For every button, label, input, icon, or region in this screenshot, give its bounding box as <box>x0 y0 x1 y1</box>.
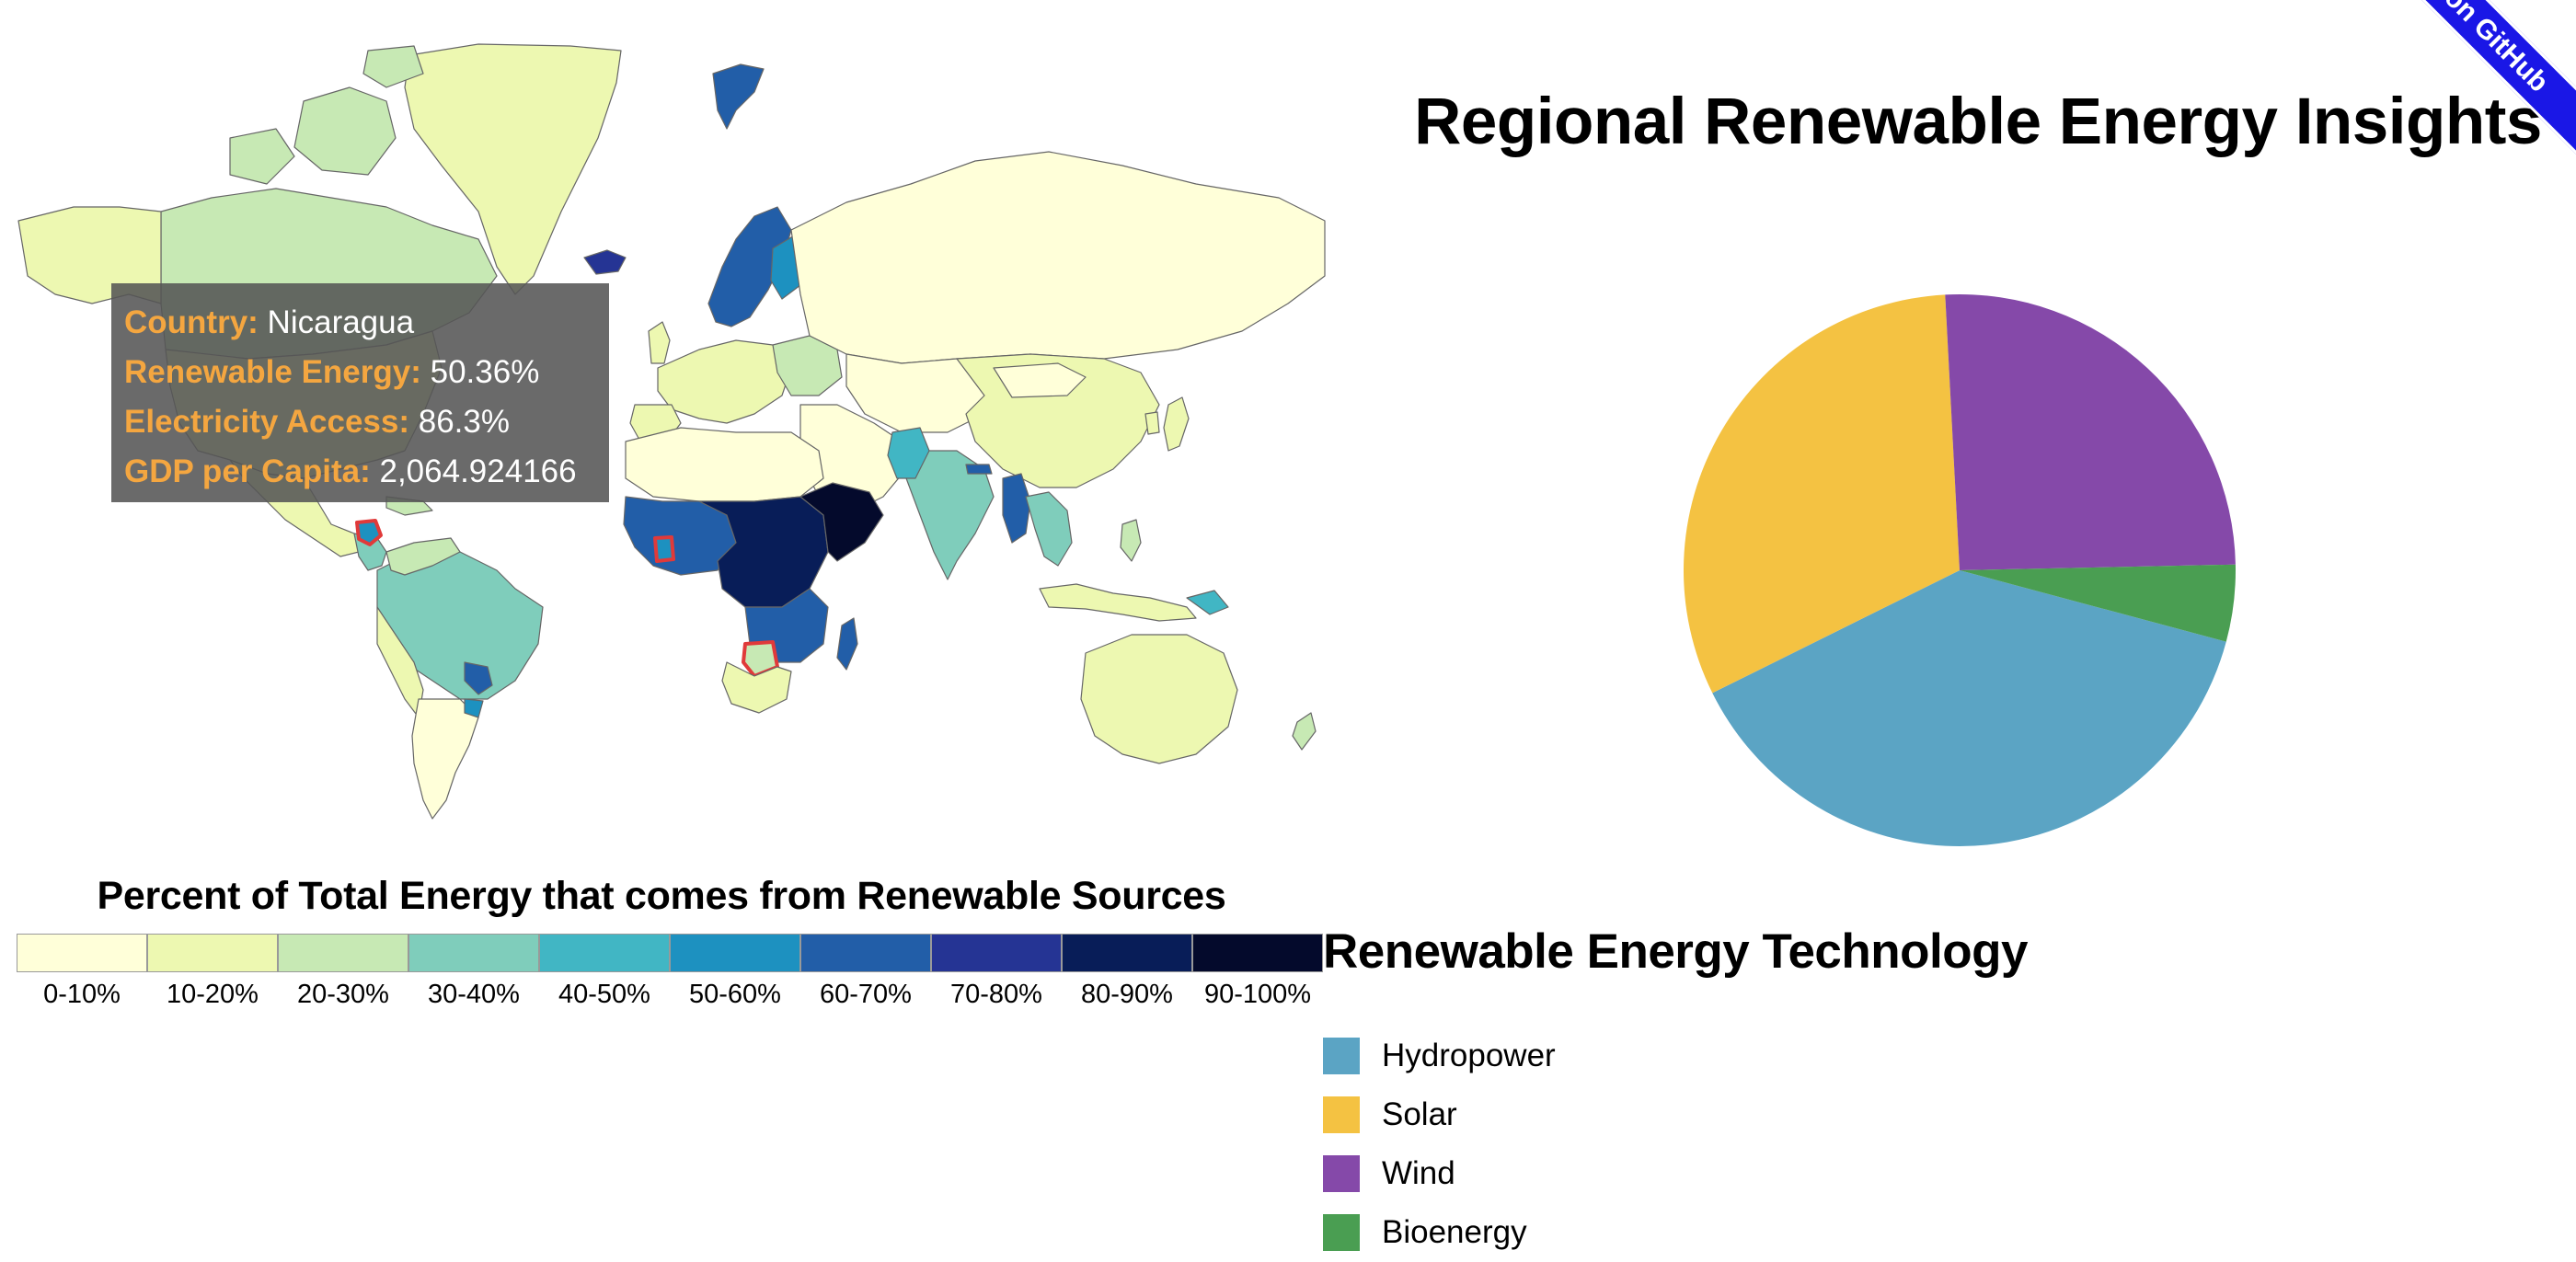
tech-legend-label: Hydropower <box>1382 1038 1556 1073</box>
legend-bin: 10-20% <box>147 934 278 1010</box>
tech-legend-swatch <box>1323 1214 1360 1251</box>
tech-legend-label: Bioenergy <box>1382 1214 1527 1250</box>
tooltip-country-value: Nicaragua <box>267 304 415 340</box>
world-choropleth-map[interactable]: Country: Nicaragua Renewable Energy: 50.… <box>0 0 1343 828</box>
tooltip-renewable-value: 50.36% <box>430 354 540 390</box>
region-paraguay[interactable] <box>464 661 493 695</box>
tech-legend-item: Hydropower <box>1323 1027 1556 1085</box>
country-tooltip: Country: Nicaragua Renewable Energy: 50.… <box>111 283 609 502</box>
legend-label: 80-90% <box>1081 980 1173 1009</box>
legend-swatch <box>1192 934 1323 972</box>
region-east-africa[interactable] <box>799 482 884 562</box>
region-uruguay[interactable] <box>464 698 484 718</box>
region-png[interactable] <box>1186 590 1229 615</box>
region-indonesia[interactable] <box>1039 583 1197 622</box>
pie-chart[interactable] <box>1656 276 2263 883</box>
legend-bin: 90-100% <box>1192 934 1323 1010</box>
legend-swatch <box>931 934 1062 972</box>
tech-legend-label: Wind <box>1382 1155 1455 1191</box>
pie-slice-hydropower[interactable] <box>1712 570 2226 846</box>
tooltip-country-key: Country: <box>124 304 259 340</box>
region-japan[interactable] <box>1163 396 1190 452</box>
legend-label: 60-70% <box>820 980 912 1009</box>
legend-bin: 70-80% <box>931 934 1062 1010</box>
region-korea[interactable] <box>1144 411 1160 435</box>
tech-legend-swatch <box>1323 1096 1360 1133</box>
legend-label: 40-50% <box>558 980 650 1009</box>
region-argentina[interactable] <box>411 698 479 820</box>
pie-slice-bioenergy[interactable] <box>1960 564 2236 642</box>
legend-label: 70-80% <box>950 980 1042 1009</box>
region-australia[interactable] <box>1080 634 1238 764</box>
tech-legend-swatch <box>1323 1155 1360 1192</box>
pie-slice-wind[interactable] <box>1945 294 2236 570</box>
region-myanmar[interactable] <box>1002 473 1031 544</box>
tooltip-gdp-key: GDP per Capita: <box>124 453 371 489</box>
map-color-legend: 0-10% 10-20% 20-30% 30-40% 40-50% 50-60% 60-70… <box>17 934 1323 1010</box>
legend-bin: 80-90% <box>1062 934 1192 1010</box>
tech-legend-item: Wind <box>1323 1144 1556 1203</box>
region-iceland[interactable] <box>583 249 627 275</box>
region-western-europe[interactable] <box>657 339 792 424</box>
tooltip-electricity-value: 86.3% <box>418 404 510 440</box>
legend-label: 30-40% <box>428 980 520 1009</box>
region-new-zealand[interactable] <box>1292 712 1317 751</box>
tech-legend: Hydropower Solar Wind Bioenergy <box>1323 1027 1556 1262</box>
legend-bin: 60-70% <box>800 934 931 1010</box>
legend-bin: 0-10% <box>17 934 147 1010</box>
tooltip-electricity-key: Electricity Access: <box>124 404 409 440</box>
legend-swatch <box>539 934 670 972</box>
region-north-africa[interactable] <box>625 427 824 502</box>
region-mongolia[interactable] <box>993 362 1087 398</box>
tooltip-gdp-value: 2,064.924166 <box>379 453 577 489</box>
tech-legend-label: Solar <box>1382 1096 1457 1132</box>
pie-chart-title: Regional Renewable Energy Insights <box>1414 86 2542 158</box>
region-ghana[interactable] <box>653 535 675 563</box>
region-greenland[interactable] <box>404 43 622 295</box>
region-colombia-venezuela[interactable] <box>385 537 461 576</box>
region-russia[interactable] <box>790 151 1326 364</box>
legend-swatch <box>147 934 278 972</box>
legend-bin: 30-40% <box>408 934 539 1010</box>
legend-swatch <box>800 934 931 972</box>
tech-legend-item: Bioenergy <box>1323 1203 1556 1262</box>
region-nepal[interactable] <box>965 464 993 475</box>
region-west-africa[interactable] <box>623 496 737 576</box>
legend-label: 20-30% <box>297 980 389 1009</box>
region-philippines[interactable] <box>1120 519 1142 562</box>
map-legend-title: Percent of Total Energy that comes from … <box>97 874 1226 918</box>
legend-swatch <box>1062 934 1192 972</box>
legend-label: 90-100% <box>1203 980 1312 1009</box>
legend-bin: 50-60% <box>670 934 800 1010</box>
region-arctic-islands[interactable] <box>229 45 424 185</box>
region-uk[interactable] <box>648 321 671 364</box>
tech-legend-title: Renewable Energy Technology <box>1323 924 2028 979</box>
legend-swatch <box>278 934 408 972</box>
legend-label: 50-60% <box>689 980 781 1009</box>
legend-bin: 40-50% <box>539 934 670 1010</box>
legend-swatch <box>670 934 800 972</box>
legend-bin: 20-30% <box>278 934 408 1010</box>
region-pakistan[interactable] <box>887 427 930 479</box>
region-se-asia[interactable] <box>1025 491 1073 567</box>
legend-label: 0-10% <box>43 980 121 1009</box>
region-south-africa[interactable] <box>721 661 792 714</box>
legend-label: 10-20% <box>167 980 259 1009</box>
tooltip-renewable-key: Renewable Energy: <box>124 354 421 390</box>
region-central-asia[interactable] <box>845 353 995 433</box>
pie-slice-solar[interactable] <box>1684 294 1960 694</box>
region-nicaragua[interactable] <box>355 519 383 546</box>
region-india[interactable] <box>905 450 995 580</box>
region-svalbard[interactable] <box>712 63 765 130</box>
region-madagascar[interactable] <box>836 617 858 671</box>
tech-legend-swatch <box>1323 1038 1360 1074</box>
legend-swatch <box>17 934 147 972</box>
legend-swatch <box>408 934 539 972</box>
tech-legend-item: Solar <box>1323 1085 1556 1144</box>
